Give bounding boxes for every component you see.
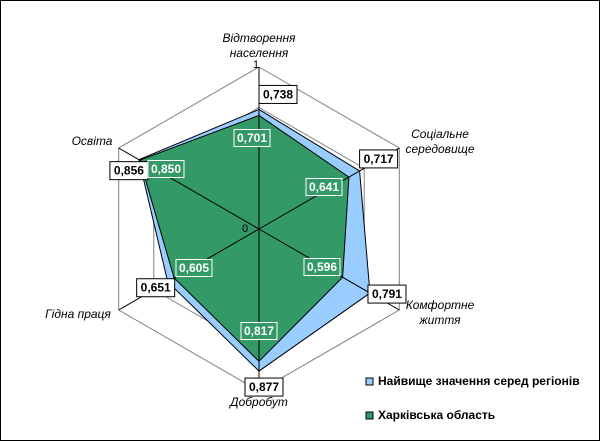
axis-label-3: життя (418, 313, 461, 327)
legend-swatch-2 (365, 411, 374, 420)
legend-label-2: Харківська область (378, 408, 495, 422)
max-value-box-4 (244, 377, 284, 397)
region-value-label-5: 0,605 (179, 261, 209, 275)
region-value-label-1: 0,701 (237, 131, 267, 145)
max-value-label-3: 0,791 (372, 287, 402, 301)
max-value-box-1 (258, 84, 298, 104)
max-value-box-2 (359, 149, 399, 169)
max-value-label-1: 0,738 (263, 87, 293, 101)
max-value-label-2: 0,717 (364, 152, 394, 166)
axis-label-3: Комфортне (406, 298, 475, 312)
legend-swatch-1 (365, 377, 374, 386)
tick-label-min: 0 (242, 223, 248, 235)
legend-label-1: Найвище значення серед регіонів (378, 374, 580, 388)
region-value-box-3 (303, 258, 341, 276)
axis-label-6: Освіта (72, 134, 113, 148)
max-value-box-3 (367, 284, 407, 304)
max-value-label-4: 0,877 (249, 380, 279, 394)
max-value-box-5 (136, 278, 176, 298)
tick-label-max: 1 (253, 59, 259, 71)
axis-label-4: Добробут (228, 395, 288, 409)
region-value-label-4: 0,817 (244, 324, 274, 338)
max-value-label-5: 0,651 (141, 281, 171, 295)
region-value-box-5 (175, 259, 213, 277)
region-value-label-2: 0,641 (309, 180, 339, 194)
axis-label-2: Соціальне (411, 127, 469, 141)
region-value-box-2 (305, 178, 343, 196)
axis-label-1: Відтворення (223, 31, 297, 45)
axis-label-1: населення (230, 46, 289, 60)
region-value-box-1 (233, 129, 271, 147)
region-value-label-3: 0,596 (307, 260, 337, 274)
region-value-box-4 (240, 322, 278, 340)
axis-label-5: Гідна праця (45, 307, 111, 321)
region-value-box-6 (147, 160, 185, 178)
axis-label-2: середовище (405, 142, 474, 156)
max-value-label-6: 0,856 (114, 164, 144, 178)
region-value-label-6: 0,850 (151, 162, 181, 176)
